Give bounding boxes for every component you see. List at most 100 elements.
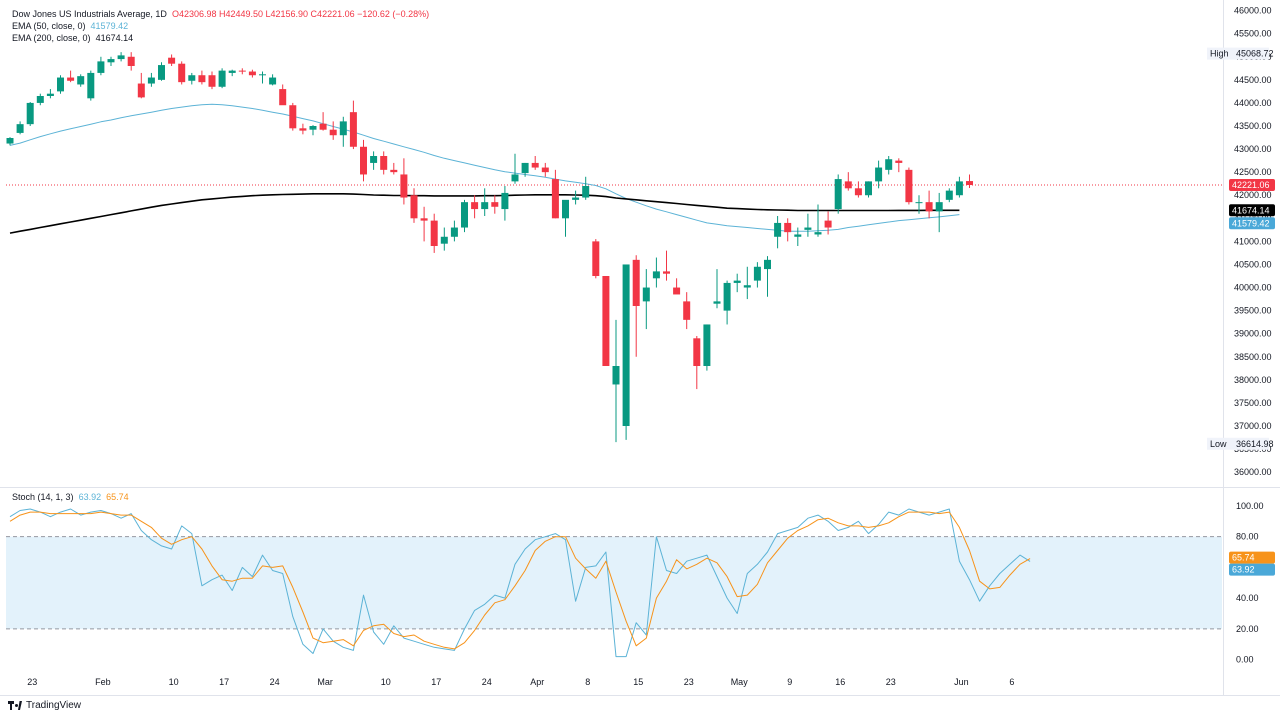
candle-body (6, 138, 14, 144)
candle (945, 188, 953, 203)
candle-body (289, 105, 297, 129)
candle-body (491, 202, 499, 207)
candle (77, 74, 85, 87)
time-tick-label: 17 (431, 677, 441, 687)
price-tick-label: 40000.00 (1234, 283, 1272, 293)
ema50-legend: EMA (50, close, 0) 41579.42 (12, 21, 128, 32)
ema50-label: EMA (50, close, 0) (12, 21, 86, 31)
candle (774, 216, 782, 249)
candle (461, 199, 468, 233)
candle-body (925, 202, 933, 212)
candle (269, 74, 277, 86)
candle (158, 62, 165, 81)
candle (562, 199, 569, 237)
candle-body (531, 162, 539, 168)
candle-body (16, 124, 24, 133)
stoch-d-tag-text: 65.74 (1232, 553, 1255, 563)
candle-body (299, 128, 307, 131)
candle (673, 278, 681, 295)
candle-body (259, 74, 266, 76)
time-tick-label: 15 (633, 677, 643, 687)
time-tick-label: Feb (95, 677, 111, 687)
stoch-k-tag-bg (1229, 563, 1275, 576)
candle (107, 56, 115, 66)
candle (349, 100, 357, 150)
stoch-tick-label: 20.00 (1236, 624, 1259, 634)
symbol-title: Dow Jones US Industrials Average, 1D (12, 9, 167, 19)
candle (642, 269, 650, 330)
candle (127, 52, 135, 71)
price-tick-label: 44500.00 (1234, 75, 1272, 85)
candle (895, 158, 903, 173)
candle (188, 72, 196, 85)
candle-body (279, 89, 287, 106)
candle-body (178, 63, 186, 83)
time-tick-label: 8 (585, 677, 590, 687)
candle (16, 121, 24, 135)
tradingview-logo[interactable]: TradingView (8, 700, 81, 711)
candle-body (875, 167, 883, 182)
candle (612, 319, 620, 443)
candle (390, 162, 398, 175)
ema200-tag-bg (1229, 204, 1275, 217)
candle-body (107, 59, 115, 63)
candle-body (733, 280, 741, 283)
high-marker: High 45068.72 (1207, 47, 1274, 60)
time-tick-label: Jun (954, 677, 969, 687)
candle (875, 160, 883, 189)
candle (440, 227, 448, 251)
price-tick-label: 44000.00 (1234, 98, 1272, 108)
candle-body (248, 71, 256, 76)
candle-body (339, 121, 347, 136)
candle-body (329, 129, 337, 136)
candle-body (67, 77, 75, 81)
candle-body (430, 220, 438, 246)
stoch-k-tag-text: 63.92 (1232, 565, 1255, 575)
candle-body (87, 72, 95, 99)
candle (572, 190, 580, 205)
candle-body (238, 70, 246, 72)
price-tick-label: 45500.00 (1234, 29, 1272, 39)
candle (784, 218, 792, 242)
low-marker-value: 36614.98 (1236, 439, 1274, 449)
ema200-legend: EMA (200, close, 0) 41674.14 (12, 33, 133, 44)
candle-body (319, 123, 327, 130)
candle (592, 239, 600, 279)
symbol-legend: Dow Jones US Industrials Average, 1D O42… (12, 9, 429, 20)
candle (400, 158, 408, 205)
candle-body (26, 102, 34, 125)
candle (733, 273, 741, 293)
candle-body (652, 271, 660, 279)
candle (380, 151, 388, 175)
candle (218, 68, 226, 89)
candle-body (410, 195, 418, 219)
candle-body (218, 70, 226, 87)
candle (471, 195, 479, 219)
candle (582, 176, 590, 200)
candle (360, 139, 367, 182)
candle (663, 250, 670, 281)
stoch-tick-label: 0.00 (1236, 655, 1254, 665)
candle-body (551, 179, 559, 219)
candle-body (360, 146, 367, 175)
price-tick-label: 37000.00 (1234, 421, 1272, 431)
candle-body (683, 301, 691, 320)
candle-body (77, 76, 85, 85)
candle (551, 169, 559, 219)
time-tick-label: 23 (886, 677, 896, 687)
last-price-tag: 42221.06 (1229, 179, 1275, 192)
tradingview-logo-icon (8, 701, 22, 710)
candle-body (420, 218, 428, 221)
low-marker: Low 36614.98 (1207, 437, 1274, 450)
candle-body (814, 232, 822, 235)
candle (955, 176, 963, 198)
candle-body (450, 227, 458, 237)
price-tick-label: 39500.00 (1234, 306, 1272, 316)
candle-body (269, 77, 277, 85)
candle-body (400, 174, 408, 198)
candle (703, 324, 711, 371)
candle (602, 276, 610, 366)
last-price-tag-bg (1229, 179, 1275, 192)
candle-body (562, 199, 569, 219)
